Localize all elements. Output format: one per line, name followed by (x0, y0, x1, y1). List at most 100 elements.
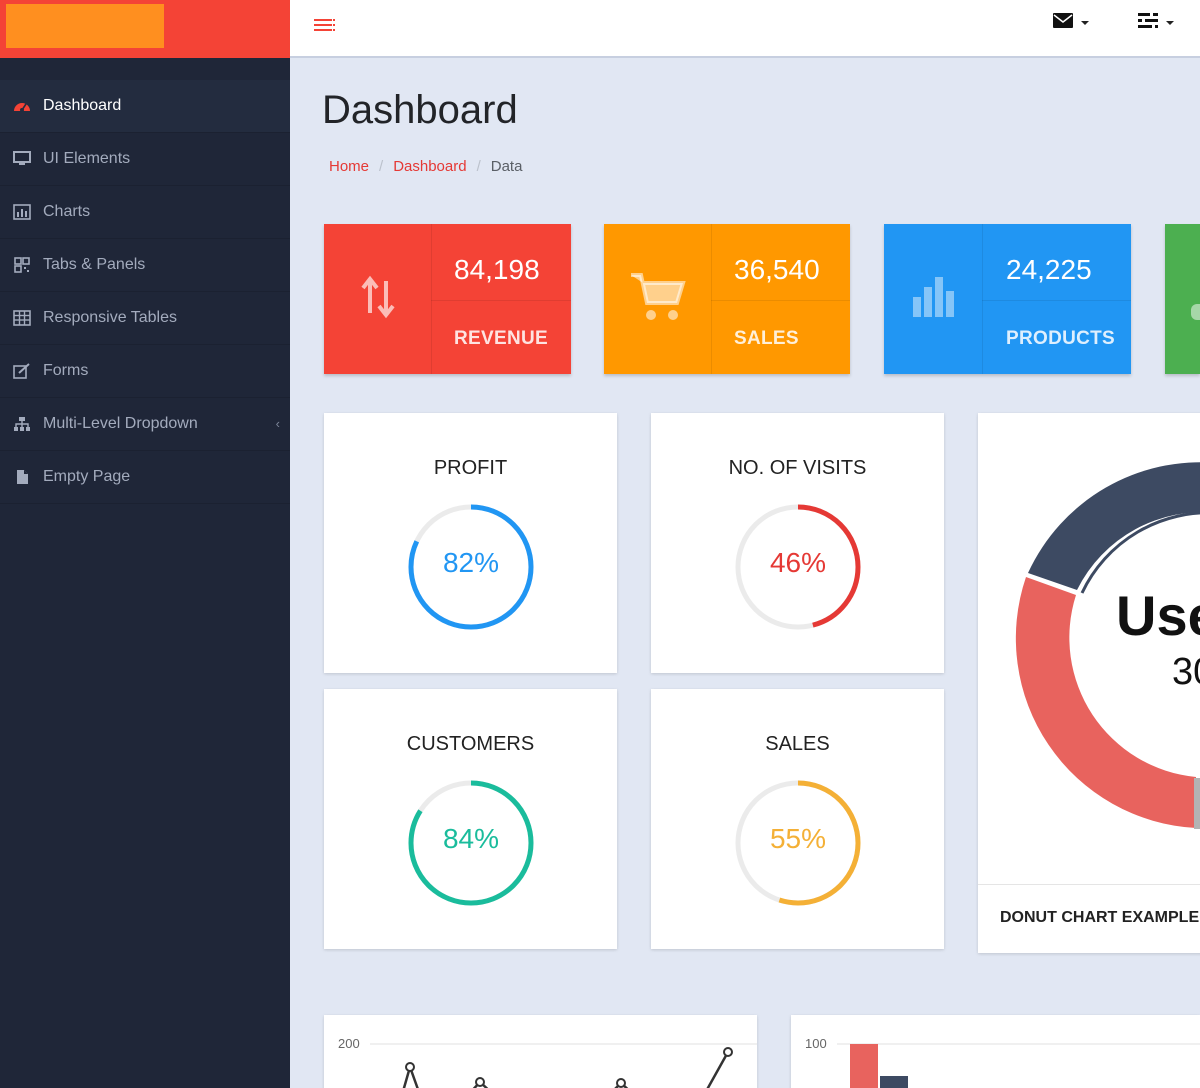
caret-down-icon (1081, 21, 1089, 25)
customers-card: CUSTOMERS 84% (324, 689, 617, 949)
sales-value: 36,540 (734, 254, 820, 285)
sales-progress-arc (735, 780, 861, 906)
revenue-stat-card: 84,198 REVENUE (324, 224, 571, 374)
sales-progress-title: SALES (765, 733, 830, 755)
edit-icon (13, 362, 31, 380)
sidebar-item-label: Tabs & Panels (43, 256, 146, 273)
breadcrumb: Home / Dashboard / Data (329, 158, 522, 175)
donut-segment-dark[interactable] (1028, 462, 1200, 590)
bar[interactable] (880, 1076, 908, 1088)
tasks-icon (1138, 13, 1158, 33)
donut-segment-red[interactable] (1015, 577, 1196, 828)
visits-progress-arc (735, 504, 861, 630)
profit-percent: 82% (442, 547, 500, 578)
sidebar-item-label: Forms (43, 362, 89, 379)
messages-dropdown[interactable] (1053, 12, 1091, 34)
donut-footer: DONUT CHART EXAMPLE (978, 884, 1200, 953)
menu-toggle-icon[interactable] (314, 16, 336, 34)
sidebar-item-label: UI Elements (43, 150, 131, 167)
donut-center-title: Use (1116, 584, 1200, 647)
breadcrumb-separator: / (379, 158, 384, 175)
sidebar-item-responsive-tables[interactable]: Responsive Tables (0, 292, 290, 345)
customers-percent: 84% (442, 823, 500, 854)
products-label: PRODUCTS (1006, 328, 1116, 349)
donut-segment-gray[interactable] (1194, 778, 1200, 829)
breadcrumb-current: Data (490, 158, 523, 175)
sidebar-item-empty-page[interactable]: Empty Page (0, 451, 290, 504)
line-chart-card: 200 (324, 1015, 757, 1088)
file-icon (13, 468, 31, 486)
profit-card: PROFIT 82% (324, 413, 617, 673)
customers-title: CUSTOMERS (406, 733, 535, 755)
sidebar-item-ui-elements[interactable]: UI Elements (0, 133, 290, 186)
donut-chart (1015, 462, 1200, 829)
breadcrumb-dashboard-link[interactable]: Dashboard (393, 158, 467, 175)
data-point[interactable] (405, 1062, 415, 1072)
caret-down-icon (1166, 21, 1174, 25)
sidebar: Dashboard UI Elements Charts Tabs & Pane… (0, 0, 290, 1088)
sales-stat-card: 36,540 SALES (604, 224, 850, 374)
stat-divider (982, 300, 1131, 301)
visits-card: NO. OF VISITS 46% (651, 413, 944, 673)
sidebar-item-label: Empty Page (43, 468, 131, 485)
y-axis-tick-label: 200 (338, 1036, 360, 1051)
brand-bar (0, 0, 290, 58)
envelope-icon (1053, 13, 1073, 33)
sidebar-item-label: Responsive Tables (43, 309, 178, 326)
top-navbar (290, 0, 1200, 58)
revenue-icon-panel (324, 224, 431, 374)
sales-progress-ring (735, 780, 861, 906)
data-point[interactable] (616, 1078, 626, 1088)
revenue-value: 84,198 (454, 254, 540, 285)
stat-divider (711, 224, 712, 374)
customers-progress-arc (408, 780, 534, 906)
series-line (402, 1051, 730, 1088)
shopping-cart-icon (629, 271, 687, 328)
profit-title: PROFIT (433, 457, 508, 479)
y-axis-tick-label: 100 (805, 1036, 827, 1051)
sales-label: SALES (734, 328, 799, 349)
data-point[interactable] (723, 1047, 733, 1057)
bar-chart-icon (13, 203, 31, 221)
dashboard-icon (13, 97, 31, 115)
products-stat-card: 24,225 PRODUCTS (884, 224, 1131, 374)
sales-icon-panel (604, 224, 711, 374)
bar-chart-plot (837, 1043, 1200, 1088)
sidebar-nav: Dashboard UI Elements Charts Tabs & Pane… (0, 80, 290, 504)
fourth-stat-card (1165, 224, 1200, 374)
data-point[interactable] (475, 1077, 485, 1087)
desktop-icon (13, 150, 31, 168)
stat-divider (431, 224, 432, 374)
sidebar-item-label: Dashboard (43, 97, 122, 114)
profit-progress-ring (408, 504, 534, 630)
profit-progress-arc (408, 504, 534, 630)
sidebar-item-tabs-panels[interactable]: Tabs & Panels (0, 239, 290, 292)
arrows-updown-icon (360, 273, 396, 326)
sales-percent: 55% (769, 823, 827, 854)
sidebar-item-charts[interactable]: Charts (0, 186, 290, 239)
bar-chart-card: 100 (791, 1015, 1200, 1088)
sales-progress-card: SALES 55% (651, 689, 944, 949)
revenue-label: REVENUE (454, 328, 548, 349)
breadcrumb-home-link[interactable]: Home (329, 158, 370, 175)
products-icon-panel (884, 224, 982, 374)
products-value: 24,225 (1006, 254, 1092, 285)
donut-footer-title: DONUT CHART EXAMPLE (1000, 909, 1200, 926)
sidebar-item-label: Charts (43, 203, 91, 220)
bar-chart-icon (911, 275, 955, 324)
customers-progress-ring (408, 780, 534, 906)
sidebar-item-multi-level-dropdown[interactable]: Multi-Level Dropdown ‹ (0, 398, 290, 451)
brand-logo[interactable] (6, 4, 164, 48)
page-title: Dashboard (322, 88, 518, 132)
qrcode-icon (13, 256, 31, 274)
tasks-dropdown[interactable] (1138, 12, 1178, 34)
sidebar-item-dashboard[interactable]: Dashboard (0, 80, 290, 133)
donut-segment-divider (1080, 511, 1200, 594)
visits-progress-ring (735, 504, 861, 630)
stat-divider (431, 300, 571, 301)
partial-icon (1191, 304, 1200, 320)
bar[interactable] (850, 1044, 878, 1088)
stat-divider (711, 300, 850, 301)
sidebar-item-forms[interactable]: Forms (0, 345, 290, 398)
stat-divider (982, 224, 983, 374)
